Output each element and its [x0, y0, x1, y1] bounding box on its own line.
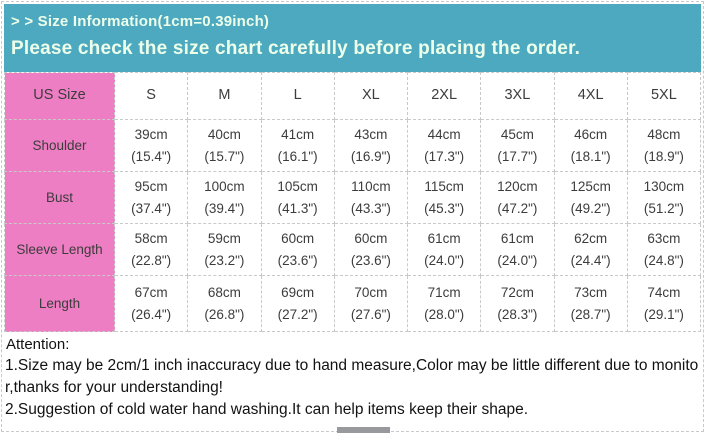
size-cell: 44cm (17.3") [406, 119, 482, 172]
size-cell: 58cm (22.8") [113, 223, 189, 276]
size-cell: 48cm (18.9") [626, 119, 702, 172]
table-header-row: US Size S M L XL 2XL 3XL 4XL 5XL [4, 72, 702, 120]
table-row-shoulder: Shoulder 39cm (15.4") 40cm (15.7") 41cm … [4, 119, 702, 172]
size-cell: 60cm (23.6") [260, 223, 335, 276]
row-label: Sleeve Length [4, 223, 115, 276]
size-cell: 46cm (18.1") [553, 119, 628, 172]
size-cell: 41cm (16.1") [260, 119, 335, 172]
note-measure-inaccuracy: 1.Size may be 2cm/1 inch inaccuracy due … [5, 357, 699, 396]
size-column-header: 4XL [553, 72, 628, 120]
size-cell: 125cm (49.2") [553, 171, 628, 224]
attention-notes: Attention: 1.Size may be 2cm/1 inch inac… [4, 332, 701, 421]
size-cell: 67cm (26.4") [113, 275, 189, 332]
size-cell: 59cm (23.2") [187, 223, 262, 276]
size-column-header: 3XL [480, 72, 555, 120]
size-cell: 61cm (24.0") [406, 223, 482, 276]
attention-title: Attention: [6, 336, 70, 353]
size-cell: 62cm (24.4") [553, 223, 628, 276]
size-chart-warning: Please check the size chart carefully be… [11, 38, 581, 59]
size-column-header: XL [333, 72, 409, 120]
size-cell: 100cm (39.4") [187, 171, 262, 224]
size-cell: 63cm (24.8") [626, 223, 702, 276]
row-label: Length [4, 275, 115, 332]
size-cell: 43cm (16.9") [333, 119, 409, 172]
size-cell: 61cm (24.0") [480, 223, 555, 276]
table-row-length: Length 67cm (26.4") 68cm (26.8") 69cm (2… [4, 275, 702, 332]
size-info-title: > > Size Information(1cm=0.39inch) [11, 13, 270, 30]
size-column-header: S [113, 72, 189, 120]
size-cell: 60cm (23.6") [333, 223, 409, 276]
size-info-banner: > > Size Information(1cm=0.39inch) Pleas… [4, 4, 701, 72]
scrollbar-thumb[interactable] [337, 427, 390, 433]
row-label: Bust [4, 171, 115, 224]
size-cell: 115cm (45.3") [406, 171, 482, 224]
size-cell: 120cm (47.2") [480, 171, 555, 224]
size-cell: 74cm (29.1") [626, 275, 702, 332]
size-cell: 69cm (27.2") [260, 275, 335, 332]
size-chart-table: US Size S M L XL 2XL 3XL 4XL 5XL Shoulde… [4, 72, 702, 332]
corner-label: US Size [4, 72, 115, 120]
size-cell: 45cm (17.7") [480, 119, 555, 172]
size-cell: 130cm (51.2") [626, 171, 702, 224]
table-row-sleeve-length: Sleeve Length 58cm (22.8") 59cm (23.2") … [4, 223, 702, 276]
size-column-header: 5XL [626, 72, 702, 120]
size-cell: 71cm (28.0") [406, 275, 482, 332]
size-column-header: L [260, 72, 335, 120]
size-cell: 105cm (41.3") [260, 171, 335, 224]
size-cell: 95cm (37.4") [113, 171, 189, 224]
size-cell: 68cm (26.8") [187, 275, 262, 332]
size-cell: 70cm (27.6") [333, 275, 409, 332]
note-washing-suggestion: 2.Suggestion of cold water hand washing.… [5, 401, 529, 418]
size-column-header: 2XL [406, 72, 482, 120]
size-cell: 72cm (28.3") [480, 275, 555, 332]
row-label: Shoulder [4, 119, 115, 172]
size-cell: 39cm (15.4") [113, 119, 189, 172]
size-cell: 40cm (15.7") [187, 119, 262, 172]
size-cell: 73cm (28.7") [553, 275, 628, 332]
size-cell: 110cm (43.3") [333, 171, 409, 224]
table-row-bust: Bust 95cm (37.4") 100cm (39.4") 105cm (4… [4, 171, 702, 224]
size-column-header: M [187, 72, 262, 120]
